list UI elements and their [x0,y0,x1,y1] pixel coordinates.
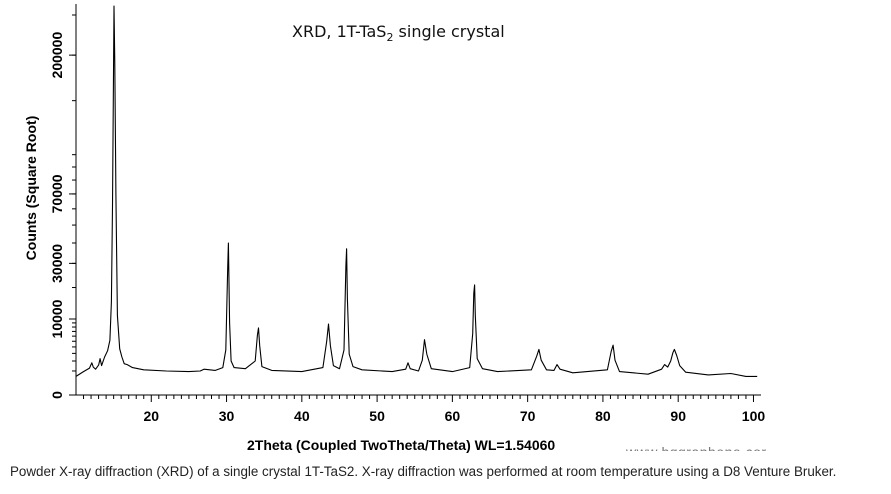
chart-title-rest: single crystal [393,22,505,41]
x-tick-label: 20 [143,408,159,424]
x-axis-label: 2Theta (Coupled TwoTheta/Theta) WL=1.540… [247,437,556,453]
chart-title: XRD, 1T-TaS2 single crystal [292,22,505,44]
chart-title-subscript: 2 [386,31,394,45]
y-tick-label: 10000 [49,299,65,338]
y-tick-labels: 0 10000 30000 70000 200000 [49,32,65,399]
y-tick-label: 30000 [49,244,65,283]
x-tick-label: 100 [742,408,766,424]
x-tick-label: 30 [219,408,235,424]
figure-caption: Powder X-ray diffraction (XRD) of a sing… [10,464,837,479]
x-tick-label: 40 [294,408,310,424]
chart-title-main: XRD, 1T-TaS [292,22,387,41]
x-tick-labels: 20 30 40 50 60 70 80 90 100 [143,408,765,424]
minor-ticks [72,14,747,399]
axes [75,4,761,396]
y-axis-label: Counts (Square Root) [23,116,39,261]
watermark-text: www.hqgraphene.com [626,441,766,451]
major-ticks [69,54,754,402]
x-tick-label: 50 [369,408,385,424]
y-tick-label: 70000 [49,174,65,213]
series-line [75,5,758,377]
x-tick-label: 70 [520,408,536,424]
x-tick-label: 90 [670,408,686,424]
y-tick-label: 0 [49,391,65,399]
x-tick-label: 80 [595,408,611,424]
y-tick-label: 200000 [49,32,65,79]
x-tick-label: 60 [445,408,461,424]
